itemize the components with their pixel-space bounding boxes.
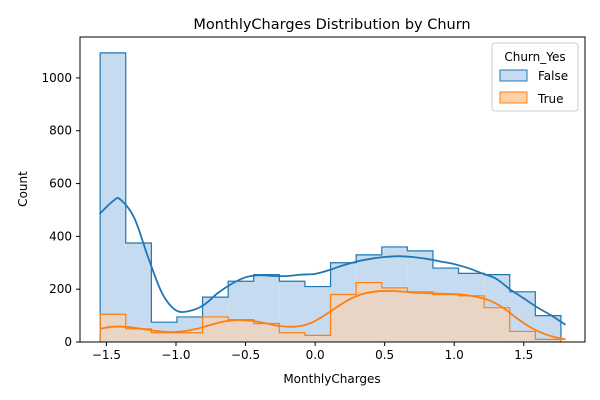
y-tick-label: 200: [49, 282, 72, 296]
bar-true-17: [535, 339, 561, 342]
y-tick-label: 1000: [41, 71, 72, 85]
y-tick-label: 600: [49, 177, 72, 191]
bar-true-11: [381, 287, 408, 342]
x-tick-label: −0.5: [231, 348, 260, 362]
bar-true-9: [330, 294, 357, 342]
legend-swatch-false: [499, 69, 528, 82]
legend-title: Churn_Yes: [504, 50, 565, 64]
bar-false-7: [279, 281, 305, 342]
x-tick-label: −1.5: [92, 348, 121, 362]
bar-true-8: [304, 335, 331, 342]
bar-false-1: [125, 242, 152, 342]
y-tick-label: 800: [49, 124, 72, 138]
bar-true-13: [432, 294, 459, 342]
y-axis: 0 200 400 600 800 1000: [41, 71, 80, 349]
bar-true-2: [151, 332, 177, 342]
bar-true-7: [279, 332, 305, 342]
bar-true-6: [253, 323, 280, 342]
bar-true-3: [176, 332, 203, 342]
x-tick-label: 1.0: [445, 348, 464, 362]
kde-line-true: [99, 290, 566, 341]
bar-true-15: [484, 307, 510, 342]
legend-swatch-true: [499, 91, 528, 104]
bar-false-0: [100, 52, 126, 343]
chart-title: MonthlyCharges Distribution by Churn: [193, 17, 470, 33]
bar-true-5: [228, 319, 254, 342]
kde-line-false: [98, 197, 567, 326]
bar-true-16: [509, 331, 536, 342]
legend-label-false: False: [538, 69, 568, 83]
x-tick-label: 1.5: [514, 348, 533, 362]
y-tick-label: 400: [49, 229, 72, 243]
plot-area: [98, 52, 567, 343]
legend-label-true: True: [537, 92, 564, 106]
x-axis: −1.5 −1.0 −0.5 0.0 0.5 1.0 1.5: [92, 342, 533, 362]
y-axis-label: Count: [16, 171, 30, 207]
y-tick-label: 0: [64, 335, 72, 349]
plot-frame: [79, 36, 586, 343]
x-tick-label: 0.0: [306, 348, 325, 362]
x-tick-label: −1.0: [161, 348, 190, 362]
legend: Churn_Yes False True: [491, 42, 579, 112]
bar-true-1: [125, 328, 152, 342]
bar-true-14: [458, 295, 485, 342]
x-axis-label: MonthlyCharges: [283, 372, 380, 386]
bar-true-12: [407, 291, 433, 342]
x-tick-label: 0.5: [375, 348, 394, 362]
